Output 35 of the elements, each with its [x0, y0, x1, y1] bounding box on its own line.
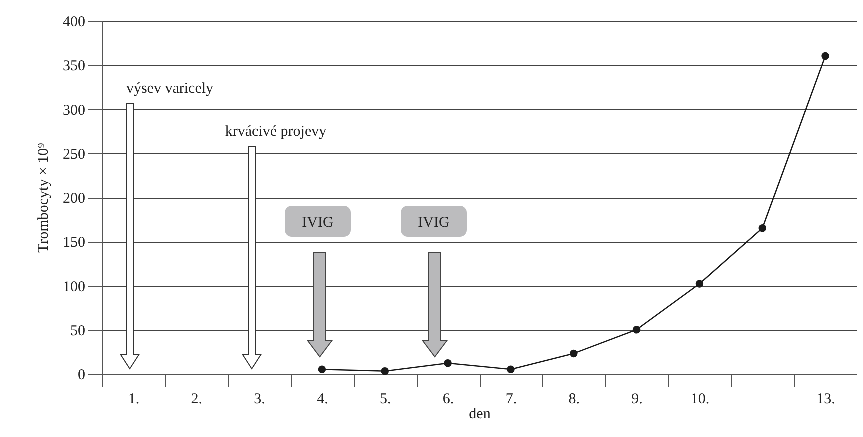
annotation: krvácivé projevy — [225, 124, 328, 140]
point — [570, 350, 578, 358]
x-tick-label: 6. — [442, 392, 454, 408]
y-tick-label: 250 — [63, 146, 86, 163]
point — [822, 52, 830, 60]
y-tick-label: 200 — [63, 191, 86, 207]
annotation: IVIG — [302, 215, 334, 231]
x-tick-label: 5. — [380, 392, 392, 408]
x-tick-label: 1. — [128, 392, 140, 408]
y-tick-label: 0 — [78, 368, 86, 384]
point — [758, 224, 766, 232]
x-tick-label: 4. — [317, 392, 328, 408]
y-tick-label: 50 — [70, 323, 86, 340]
point — [318, 366, 326, 374]
y-axis-title: Trombocyty × 10⁹ — [36, 143, 52, 253]
annotation: IVIG — [418, 215, 450, 231]
x-tick-label: 9. — [632, 392, 643, 408]
point — [381, 367, 389, 376]
point — [507, 366, 515, 374]
x-tick-label: 7. — [506, 392, 518, 408]
x-tick-label: 8. — [568, 392, 580, 408]
point — [696, 280, 704, 288]
y-tick-label: 150 — [63, 235, 86, 252]
y-tick-label: 350 — [63, 58, 86, 75]
point — [444, 360, 452, 368]
x-tick-label: 10. — [690, 392, 710, 408]
x-tick-label: 2. — [191, 392, 202, 408]
point — [632, 326, 641, 334]
x-tick-label: 13. — [816, 392, 836, 408]
annotation: výsev varicely — [126, 81, 214, 97]
y-tick-label: 100 — [63, 279, 86, 296]
x-tick-label: 3. — [254, 392, 266, 408]
x-axis-title: den — [469, 406, 492, 422]
y-tick-label: 300 — [63, 102, 86, 119]
y-tick-label: 400 — [63, 14, 86, 30]
